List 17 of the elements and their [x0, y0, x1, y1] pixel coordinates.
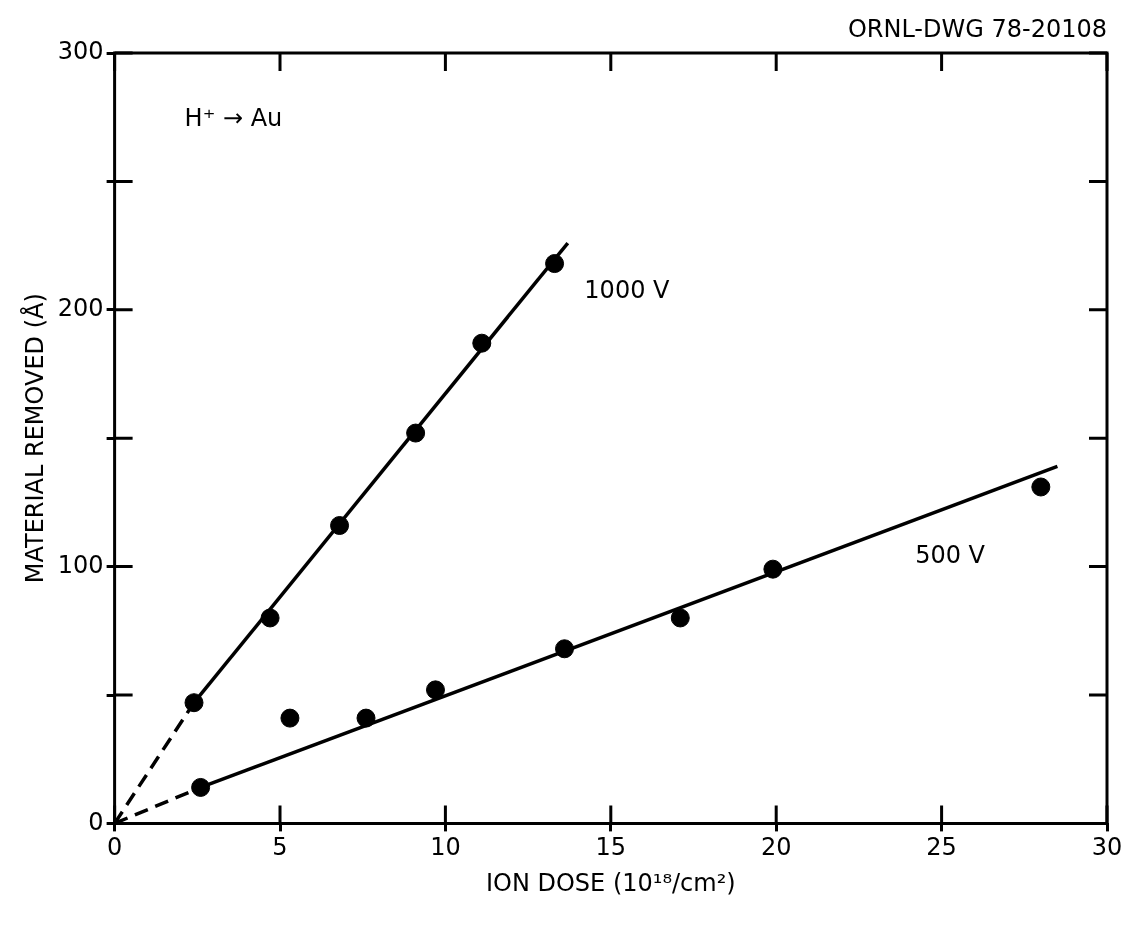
x-tick-label: 0 [106, 833, 123, 862]
x-tick-label: 15 [595, 833, 627, 862]
text: ORNL-DWG 78-20108 [847, 15, 1107, 44]
x-tick-label: 25 [926, 833, 957, 862]
x-tick-label: 10 [430, 833, 461, 862]
annotation: 500 V [915, 540, 986, 569]
annotation: H⁺ → Au [184, 104, 283, 133]
x-tick-label: 30 [1091, 833, 1123, 862]
x-axis-title: ION DOSE (10¹⁸/cm²) [485, 868, 736, 897]
annotation: 1000 V [584, 276, 671, 305]
x-tick-label: 20 [760, 833, 792, 862]
y-tick-label: 0 [88, 807, 104, 836]
y-tick-label: 300 [57, 37, 104, 66]
y-axis-title: MATERIAL REMOVED (Å) [19, 293, 49, 584]
y-tick-label: 100 [57, 550, 104, 579]
y-tick-label: 200 [57, 294, 104, 323]
x-tick-label: 5 [272, 833, 288, 862]
